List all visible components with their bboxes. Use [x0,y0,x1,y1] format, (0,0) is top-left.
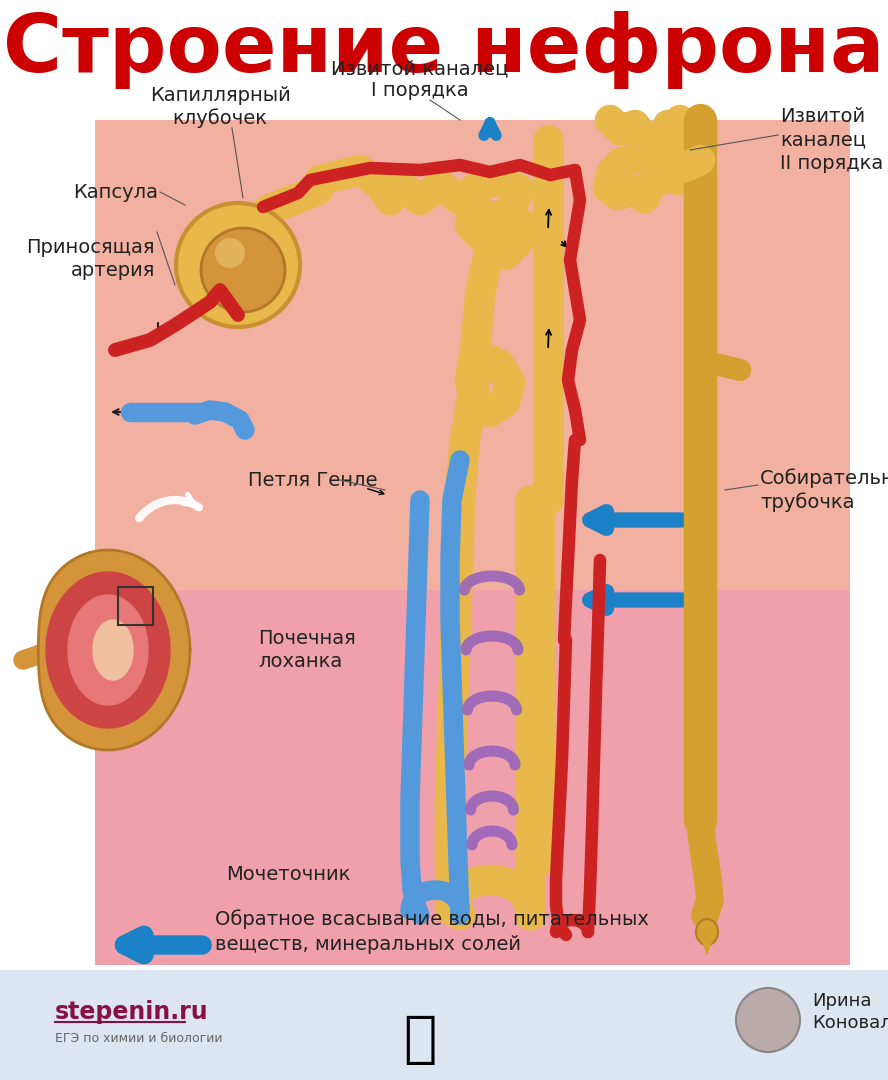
Text: Капсула: Капсула [73,183,158,202]
Text: Мочеточник: Мочеточник [226,865,351,885]
Bar [0,970,888,1080]
Circle shape [215,238,245,268]
Text: Собирательная
трубочка: Собирательная трубочка [760,468,888,512]
Circle shape [176,203,300,327]
Polygon shape [68,595,148,705]
Text: Обратное всасывание воды, питательных
веществ, минеральных солей: Обратное всасывание воды, питательных ве… [215,909,649,955]
Text: Извитой каналец
I порядка: Извитой каналец I порядка [331,59,509,100]
Text: Ирина
Коновалова: Ирина Коновалова [812,991,888,1032]
Polygon shape [38,550,190,750]
Text: Капиллярный
клубочек: Капиллярный клубочек [149,86,290,129]
Polygon shape [93,620,133,680]
Text: Строение нефрона: Строение нефрона [4,11,884,89]
Text: Приносящая
артерия: Приносящая артерия [27,238,155,281]
Text: 👥: 👥 [403,1013,437,1067]
Bar [118,588,153,625]
Polygon shape [703,942,711,954]
Text: stepenin.ru: stepenin.ru [55,1000,209,1024]
Circle shape [736,988,800,1052]
Text: Почечная
лоханка: Почечная лоханка [258,629,356,672]
Bar [95,120,850,590]
Polygon shape [46,572,170,728]
Bar [95,590,850,966]
Text: ЕГЭ по химии и биологии: ЕГЭ по химии и биологии [55,1031,223,1044]
Text: Извитой
каналец
II порядка: Извитой каналец II порядка [780,107,884,173]
Ellipse shape [696,919,718,945]
Circle shape [201,228,285,312]
Text: Петля Генле: Петля Генле [248,471,377,489]
